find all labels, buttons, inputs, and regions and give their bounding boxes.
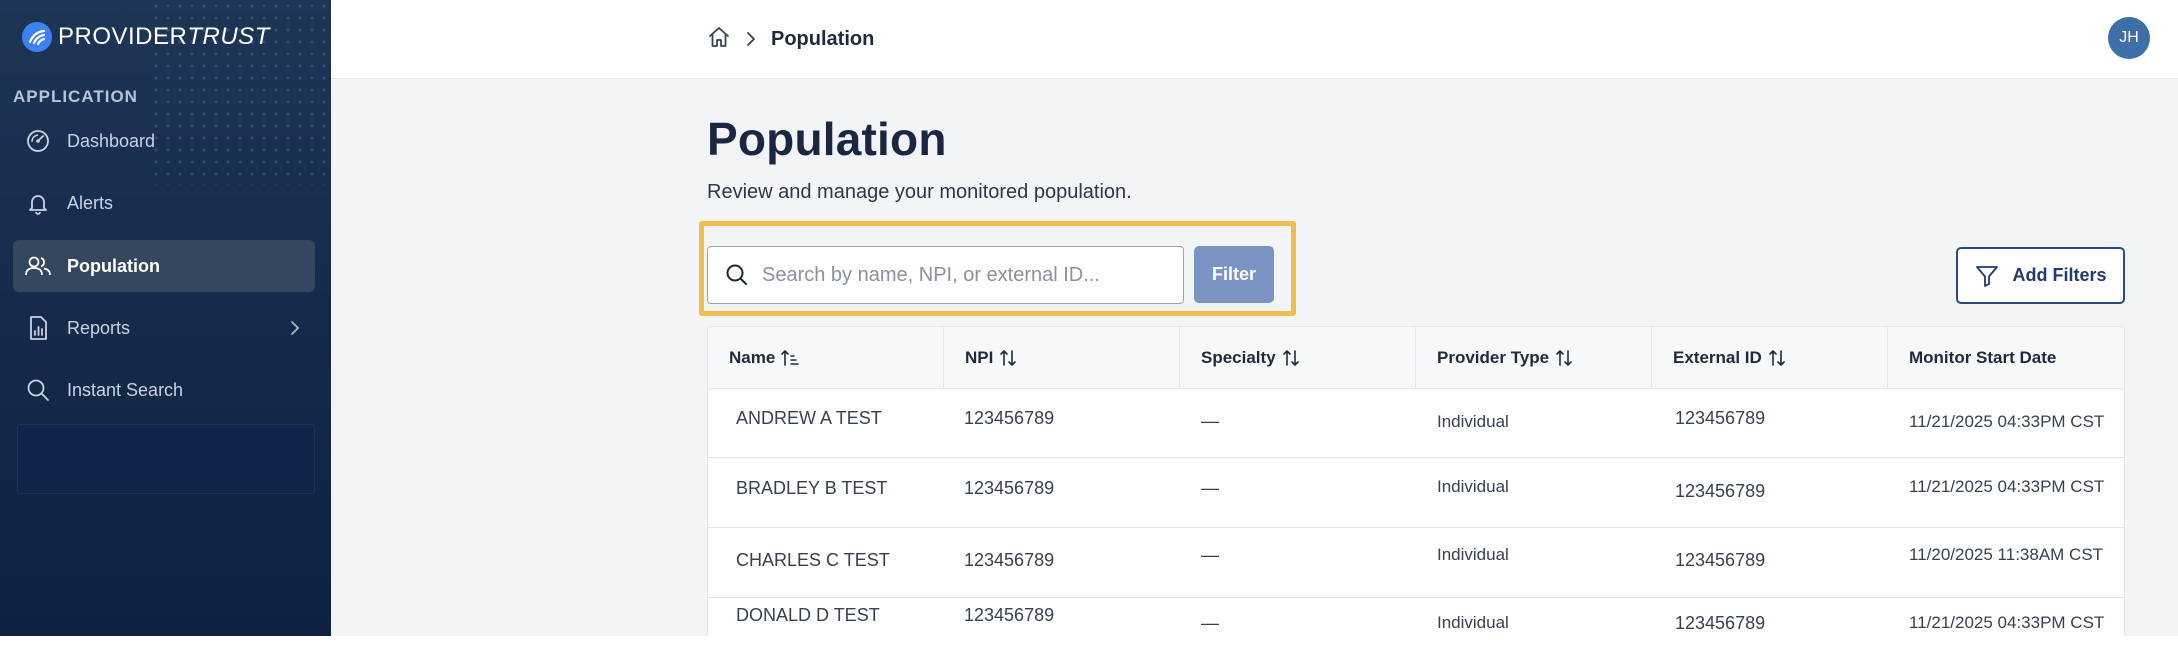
brand-name: PROVIDERTRUST <box>58 23 270 50</box>
search-field[interactable] <box>707 246 1184 304</box>
table-row[interactable]: ANDREW A TEST 123456789 — Individual 123… <box>708 389 2124 458</box>
top-header: Population JH <box>331 0 2178 79</box>
filter-button[interactable]: Filter <box>1194 246 1274 303</box>
sort-icon <box>997 347 1019 369</box>
cell-external-id: 123456789 <box>1675 613 1766 633</box>
users-icon <box>24 252 52 280</box>
population-table: Name NPI Specialty Provider Type <box>707 326 2125 636</box>
app-window: PROVIDERTRUST APPLICATION Dashboard Aler… <box>0 0 2178 636</box>
cell-specialty: — <box>1201 545 1219 565</box>
cell-monitor-start-date: 11/21/2025 04:33PM CST <box>1909 477 2105 496</box>
cell-external-id: 123456789 <box>1675 550 1766 570</box>
cell-provider-type: Individual <box>1437 412 1509 431</box>
sidebar-item-alerts[interactable]: Alerts <box>13 177 315 229</box>
column-header-npi[interactable]: NPI <box>944 327 1180 389</box>
chevron-right-icon <box>285 318 305 338</box>
page-title: Population <box>707 113 947 165</box>
sidebar: PROVIDERTRUST APPLICATION Dashboard Aler… <box>0 0 331 636</box>
cell-provider-type: Individual <box>1437 613 1509 632</box>
dashboard-gauge-icon <box>24 127 52 155</box>
table-row[interactable]: CHARLES C TEST 123456789 — Individual 12… <box>708 529 2124 598</box>
search-icon <box>724 262 750 288</box>
sidebar-item-instant-search[interactable]: Instant Search <box>13 364 315 416</box>
cell-npi: 123456789 <box>964 478 1055 498</box>
cell-specialty: — <box>1201 478 1219 498</box>
page-subtitle: Review and manage your monitored populat… <box>707 181 1132 203</box>
breadcrumb: Population <box>707 24 874 54</box>
user-avatar[interactable]: JH <box>2108 17 2150 59</box>
table-header: Name NPI Specialty Provider Type <box>708 327 2124 389</box>
search-highlight-frame <box>699 221 1296 316</box>
column-header-name[interactable]: Name <box>708 327 944 389</box>
cell-name[interactable]: CHARLES C TEST <box>736 550 890 570</box>
cell-external-id: 123456789 <box>1675 481 1766 501</box>
sidebar-item-dashboard[interactable]: Dashboard <box>13 115 315 167</box>
column-header-monitor-start-date[interactable]: Monitor Start Date <box>1909 348 2057 367</box>
column-header-provider-type[interactable]: Provider Type <box>1416 327 1652 389</box>
cell-name[interactable]: DONALD D TEST <box>736 605 880 625</box>
cell-external-id: 123456789 <box>1675 408 1766 428</box>
sidebar-item-reports[interactable]: Reports <box>13 302 315 354</box>
cell-npi: 123456789 <box>964 605 1055 625</box>
decorative-dot-pattern <box>150 0 331 185</box>
cell-monitor-start-date: 11/21/2025 04:33PM CST <box>1909 613 2105 632</box>
column-header-external-id[interactable]: External ID <box>1652 327 1888 389</box>
cell-name[interactable]: BRADLEY B TEST <box>736 478 888 498</box>
cell-monitor-start-date: 11/20/2025 11:38AM CST <box>1909 545 2104 564</box>
brand-logo[interactable]: PROVIDERTRUST <box>22 22 270 52</box>
add-filters-label: Add Filters <box>2012 265 2107 285</box>
funnel-icon <box>1974 263 2000 289</box>
bell-icon <box>24 189 52 217</box>
breadcrumb-current: Population <box>771 27 875 50</box>
search-input[interactable] <box>762 263 1172 287</box>
sort-icon <box>1280 347 1302 369</box>
search-icon <box>24 376 52 404</box>
add-filters-button[interactable]: Add Filters <box>1956 247 2125 304</box>
sidebar-section-label: APPLICATION <box>13 87 138 106</box>
column-header-specialty[interactable]: Specialty <box>1180 327 1416 389</box>
cell-provider-type: Individual <box>1437 477 1509 496</box>
chevron-right-icon <box>743 31 759 47</box>
table-row[interactable]: BRADLEY B TEST 123456789 — Individual 12… <box>708 459 2124 528</box>
provider-trust-logo-icon <box>22 22 52 52</box>
cell-provider-type: Individual <box>1437 545 1509 564</box>
cell-npi: 123456789 <box>964 408 1055 428</box>
sidebar-empty-panel <box>17 424 315 494</box>
cell-name[interactable]: ANDREW A TEST <box>736 408 882 428</box>
cell-specialty: — <box>1201 613 1219 633</box>
cell-npi: 123456789 <box>964 550 1055 570</box>
sort-icon <box>1553 347 1575 369</box>
sidebar-item-label: Instant Search <box>67 379 184 400</box>
sidebar-item-label: Reports <box>67 317 131 338</box>
home-icon[interactable] <box>707 25 731 54</box>
sort-icon <box>1766 347 1788 369</box>
cell-specialty: — <box>1201 411 1219 431</box>
sidebar-item-label: Alerts <box>67 192 114 213</box>
sidebar-item-label: Population <box>67 255 160 276</box>
sidebar-item-population[interactable]: Population <box>13 240 315 292</box>
sort-ascending-icon <box>779 347 801 369</box>
table-row[interactable]: DONALD D TEST 123456789 — Individual 123… <box>708 599 2124 636</box>
cell-monitor-start-date: 11/21/2025 04:33PM CST <box>1909 412 2105 431</box>
sidebar-item-label: Dashboard <box>67 130 156 151</box>
report-document-icon <box>24 314 52 342</box>
